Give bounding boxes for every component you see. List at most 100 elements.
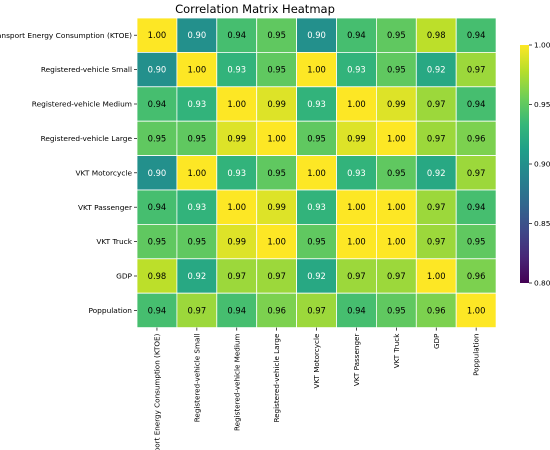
colorbar-tick-label: 0.85 bbox=[534, 219, 550, 228]
cell-value-label: 0.96 bbox=[467, 271, 486, 281]
cell-value-label: 0.95 bbox=[267, 168, 286, 178]
cell-value-label: 0.97 bbox=[427, 133, 446, 143]
heatmap-cell bbox=[415, 17, 457, 53]
cell-value-label: 0.94 bbox=[148, 305, 167, 315]
heatmap-cell bbox=[216, 258, 258, 294]
heatmap-cell bbox=[296, 189, 337, 225]
cell-value-label: 0.97 bbox=[307, 305, 326, 315]
cell-value-label: 0.95 bbox=[467, 237, 486, 247]
cell-value-label: 0.95 bbox=[188, 237, 207, 247]
cell-value-label: 0.97 bbox=[467, 65, 486, 75]
column-label: Registered-vehicle Medium bbox=[232, 334, 241, 431]
column-labels: Transport Energy Consumption (KTOE) Regis… bbox=[152, 327, 481, 450]
cell-value-label: 0.94 bbox=[227, 305, 246, 315]
heatmap-cell bbox=[256, 86, 298, 122]
colorbar-tick-label: 1.00 bbox=[534, 41, 550, 50]
cell-value-label: 1.00 bbox=[347, 99, 366, 109]
heatmap-cell bbox=[216, 189, 258, 225]
column-label: GDP bbox=[432, 333, 441, 349]
column-label: VKT Truck bbox=[392, 333, 401, 369]
cell-value-label: 0.97 bbox=[227, 271, 246, 281]
cell-value-label: 1.00 bbox=[148, 30, 167, 40]
heatmap-cell bbox=[375, 155, 417, 191]
heatmap-cell bbox=[296, 52, 337, 88]
cell-value-label: 0.95 bbox=[267, 30, 286, 40]
cell-value-label: 0.95 bbox=[267, 65, 286, 75]
column-label: Transport Energy Consumption (KTOE) bbox=[152, 333, 161, 450]
cell-value-label: 0.96 bbox=[267, 305, 286, 315]
row-label: GDP bbox=[116, 272, 132, 281]
cell-value-label: 0.93 bbox=[227, 168, 246, 178]
column-label: Registered-vehicle Small bbox=[192, 334, 201, 423]
colorbar-tick-label: 0.80 bbox=[534, 279, 550, 288]
cell-value-label: 1.00 bbox=[227, 202, 246, 212]
heatmap-cell bbox=[216, 86, 258, 122]
heatmap-cell bbox=[256, 155, 298, 191]
cell-value-label: 0.93 bbox=[188, 202, 207, 212]
heatmap-cell bbox=[256, 292, 298, 329]
row-labels: Transport Energy Consumption (KTOE) Regis… bbox=[0, 31, 137, 315]
column-label: VKT Passenger bbox=[352, 334, 361, 387]
cell-value-label: 0.94 bbox=[148, 202, 167, 212]
colorbar-tick-label: 0.90 bbox=[534, 160, 550, 169]
heatmap-cell bbox=[336, 258, 377, 294]
cell-value-label: 0.95 bbox=[387, 168, 406, 178]
cell-value-label: 0.99 bbox=[267, 202, 286, 212]
heatmap-cell bbox=[455, 52, 497, 88]
cell-value-label: 0.90 bbox=[148, 65, 167, 75]
colorbar: 0.80 0.85 0.90 0.95 1.00 bbox=[520, 41, 550, 288]
heatmap-cell bbox=[176, 189, 218, 225]
cell-value-label: 0.94 bbox=[148, 99, 167, 109]
heatmap-cell bbox=[136, 223, 178, 260]
row-label: Transport Energy Consumption (KTOE) bbox=[0, 31, 132, 40]
column-label: Poppulation bbox=[472, 334, 481, 376]
row-label: VKT Truck bbox=[96, 237, 132, 246]
heatmap-cell bbox=[136, 120, 178, 156]
heatmap-cell bbox=[296, 258, 337, 294]
cell-value-label: 0.97 bbox=[427, 237, 446, 247]
cell-value-label: 0.95 bbox=[307, 237, 326, 247]
cell-value-label: 0.99 bbox=[347, 133, 366, 143]
cell-value-label: 0.93 bbox=[347, 168, 366, 178]
row-label: Registered-vehicle Large bbox=[41, 134, 133, 143]
cell-value-label: 1.00 bbox=[347, 237, 366, 247]
cell-value-label: 0.94 bbox=[467, 30, 486, 40]
heatmap-cell bbox=[136, 86, 178, 122]
cell-value-label: 0.93 bbox=[307, 202, 326, 212]
heatmap-cell bbox=[256, 120, 298, 156]
heatmap-cell bbox=[296, 223, 337, 260]
cell-value-label: 1.00 bbox=[427, 271, 446, 281]
colorbar-tick-label: 0.95 bbox=[534, 100, 550, 109]
cell-value-label: 1.00 bbox=[188, 168, 207, 178]
cell-value-label: 1.00 bbox=[387, 237, 406, 247]
heatmap-cells: 1.00 0.90 0.94 0.95 0.90 0.94 0.95 0.98 0.94 0.90… bbox=[136, 17, 497, 329]
cell-value-label: 0.99 bbox=[227, 237, 246, 247]
cell-value-label: 0.99 bbox=[387, 99, 406, 109]
cell-value-label: 0.90 bbox=[148, 168, 167, 178]
column-label: VKT Motorcycle bbox=[312, 333, 321, 389]
cell-value-label: 0.97 bbox=[427, 202, 446, 212]
cell-value-label: 0.92 bbox=[307, 271, 326, 281]
cell-value-label: 0.94 bbox=[347, 305, 366, 315]
cell-value-label: 0.94 bbox=[467, 99, 486, 109]
cell-value-label: 0.96 bbox=[427, 305, 446, 315]
cell-value-label: 1.00 bbox=[307, 168, 326, 178]
heatmap-cell bbox=[336, 155, 377, 191]
heatmap-cell bbox=[375, 52, 417, 88]
heatmap-cell bbox=[216, 292, 258, 329]
cell-value-label: 0.95 bbox=[148, 133, 167, 143]
cell-value-label: 1.00 bbox=[267, 133, 286, 143]
cell-value-label: 1.00 bbox=[227, 99, 246, 109]
heatmap-cell bbox=[336, 292, 377, 329]
row-label: VKT Motorcycle bbox=[76, 168, 133, 177]
heatmap-cell bbox=[216, 155, 258, 191]
heatmap-cell bbox=[415, 52, 457, 88]
cell-value-label: 0.97 bbox=[467, 168, 486, 178]
cell-value-label: 1.00 bbox=[387, 202, 406, 212]
heatmap-cell bbox=[455, 258, 497, 294]
colorbar-gradient bbox=[520, 45, 529, 283]
heatmap-cell bbox=[375, 258, 417, 294]
cell-value-label: 0.90 bbox=[307, 30, 326, 40]
cell-value-label: 1.00 bbox=[347, 202, 366, 212]
heatmap-cell bbox=[455, 86, 497, 122]
